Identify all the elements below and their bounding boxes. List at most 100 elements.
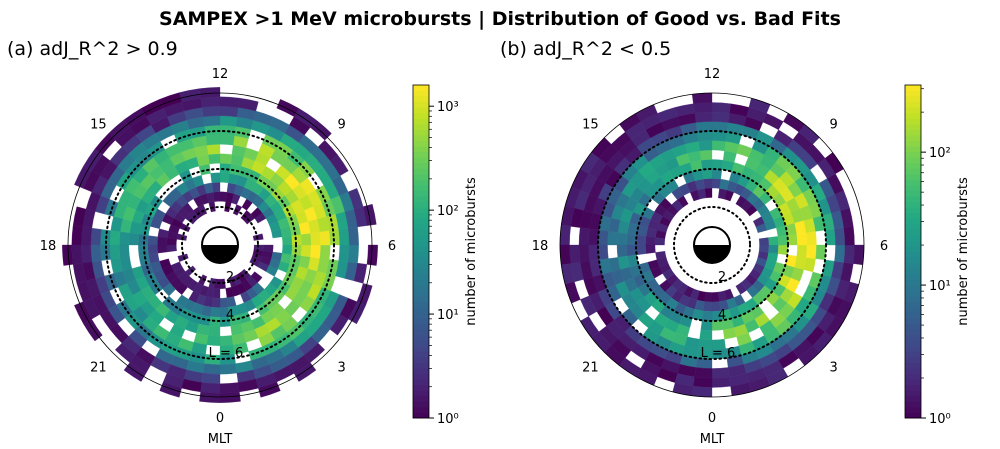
heatmap-bin [202, 115, 221, 127]
colorbar-segment [413, 351, 429, 358]
colorbar-segment [905, 96, 921, 103]
heatmap-bin [157, 228, 169, 239]
colorbar-segment [905, 295, 921, 302]
heatmap-bin [824, 228, 836, 246]
colorbar-segment [905, 329, 921, 336]
colorbar-label: number of microbursts [464, 177, 479, 326]
heatmap-bin [711, 140, 726, 151]
colorbar-segment [413, 218, 429, 225]
heatmap-bin [109, 244, 121, 260]
heatmap-bin [711, 376, 731, 388]
heatmap-bin [119, 231, 130, 246]
earth-night-half [694, 245, 730, 263]
colorbar-segment [413, 245, 429, 252]
colorbar-label: number of microbursts [956, 177, 971, 326]
heatmap-bin [147, 244, 159, 255]
colorbar-segment [413, 368, 429, 375]
heatmap-bin [616, 232, 628, 246]
colorbar-segment [413, 268, 429, 275]
colorbar-segment [905, 395, 921, 402]
colorbar-segment [905, 101, 921, 108]
colorbar-segment [905, 251, 921, 258]
heatmap-bin [843, 226, 855, 246]
heatmap-bin [834, 244, 846, 263]
heatmap-bin [711, 168, 723, 180]
heatmap-bin [81, 226, 93, 246]
heatmap-bin [356, 283, 373, 306]
heatmap-bin [211, 297, 221, 308]
colorbar-segment [905, 112, 921, 119]
colorbar-segment [905, 179, 921, 186]
heatmap-bin [74, 165, 92, 189]
colorbar-segment [413, 173, 429, 180]
figure-title: SAMPEX >1 MeV microbursts | Distribution… [159, 8, 841, 30]
colorbar-tick-label: 10¹ [929, 279, 951, 294]
colorbar-segment [413, 207, 429, 214]
mlt-tick-label: 12 [704, 67, 721, 82]
colorbar-segment [905, 162, 921, 169]
heatmap-bin [219, 191, 228, 202]
colorbar-segment [413, 262, 429, 269]
colorbar-segment [413, 179, 429, 186]
colorbar-segment [413, 329, 429, 336]
colorbar-segment [905, 140, 921, 147]
heatmap-bin [578, 227, 590, 246]
colorbar-segment [413, 412, 429, 419]
colorbar-segment [905, 240, 921, 247]
heatmap-bin [119, 244, 130, 259]
heatmap-bin [90, 244, 102, 263]
colorbar-segment [905, 201, 921, 208]
colorbar-segment [905, 90, 921, 97]
heatmap-bin [704, 291, 713, 303]
heatmap-bin [304, 342, 326, 363]
colorbar-segment [413, 273, 429, 280]
colorbar-segment [413, 323, 429, 330]
colorbar-segment [905, 157, 921, 164]
mlt-axis-label: MLT [208, 432, 233, 447]
earth-night-half [202, 245, 238, 263]
colorbar-segment [413, 229, 429, 236]
heatmap-bin [219, 134, 235, 146]
mlt-axis-label: MLT [700, 432, 725, 447]
polar-overlay-a: 2 4 L = 6 0 3 6 9 12 15 18 21 MLT [40, 67, 396, 447]
heatmap-bin [219, 163, 231, 174]
colorbar-segment [413, 290, 429, 297]
colorbar-a: 10⁰ 10¹ 10² 10³ number of microbursts [412, 84, 479, 427]
heatmap-bin [777, 244, 789, 256]
mlt-tick-label: 9 [337, 117, 345, 132]
colorbar-segment [905, 190, 921, 197]
polar-boundary [67, 92, 373, 398]
colorbar-segment [413, 212, 429, 219]
colorbar-segment [413, 162, 429, 169]
heatmap-bin [806, 244, 817, 259]
heatmap-bin [128, 232, 140, 246]
polar-boundary [559, 92, 865, 398]
heatmap-bin [578, 244, 590, 263]
colorbar-segment [905, 196, 921, 203]
colorbar-segment [413, 345, 429, 352]
colorbar-segment [413, 234, 429, 241]
heatmap-bin [796, 244, 808, 258]
heatmap-bin [711, 178, 721, 189]
colorbar-segment [905, 340, 921, 347]
panel-b: (b) adJ_R^2 < 0.5 2 4 L = 6 0 3 6 9 12 15 18 21 MLT… [500, 38, 971, 447]
colorbar-segment [905, 368, 921, 375]
colorbar-segment [413, 279, 429, 286]
heatmap-bin [711, 102, 731, 114]
heatmap-bin [796, 232, 808, 246]
heatmap-bin [768, 244, 779, 254]
heatmap-bin [758, 244, 770, 253]
heatmap-bin [696, 130, 713, 142]
heatmap-bin [219, 382, 240, 394]
colorbar-segment [905, 373, 921, 380]
mlt-tick-label: 21 [582, 361, 599, 376]
heatmap-bin [645, 236, 656, 246]
mlt-tick-label: 21 [90, 361, 107, 376]
heatmap-bin [559, 244, 571, 266]
mlt-tick-label: 0 [216, 411, 224, 426]
colorbar-segment [413, 318, 429, 325]
heatmap-bin [762, 113, 784, 131]
l-contour [181, 206, 259, 284]
heatmap-bin [219, 96, 240, 108]
mlt-tick-label: 15 [90, 117, 107, 132]
